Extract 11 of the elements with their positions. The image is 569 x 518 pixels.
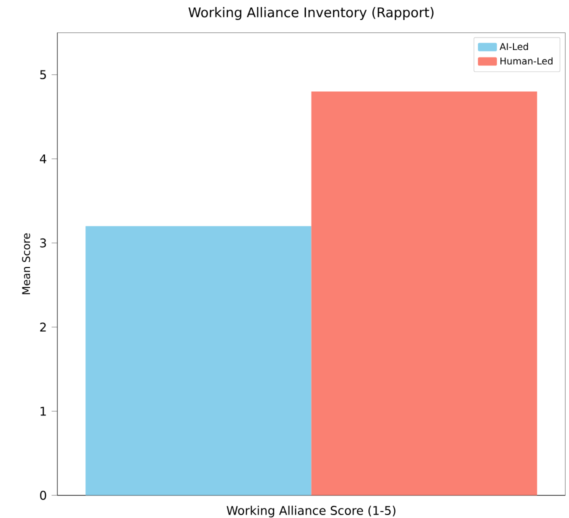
legend-label: AI-Led [500,42,528,50]
x-tick-label: Working Alliance Score (1-5) [226,506,396,518]
y-tick-label: 3 [40,238,46,248]
y-axis-title: Mean Score [22,233,30,294]
y-tick-label: 0 [40,490,46,500]
y-tick-label: 5 [40,70,46,80]
chart-title: Working Alliance Inventory (Rapport) [188,7,434,20]
legend-label: Human-Led [500,57,552,65]
y-tick-label: 1 [40,406,46,416]
y-tick-label: 2 [40,322,46,332]
y-tick-label: 4 [40,154,46,164]
